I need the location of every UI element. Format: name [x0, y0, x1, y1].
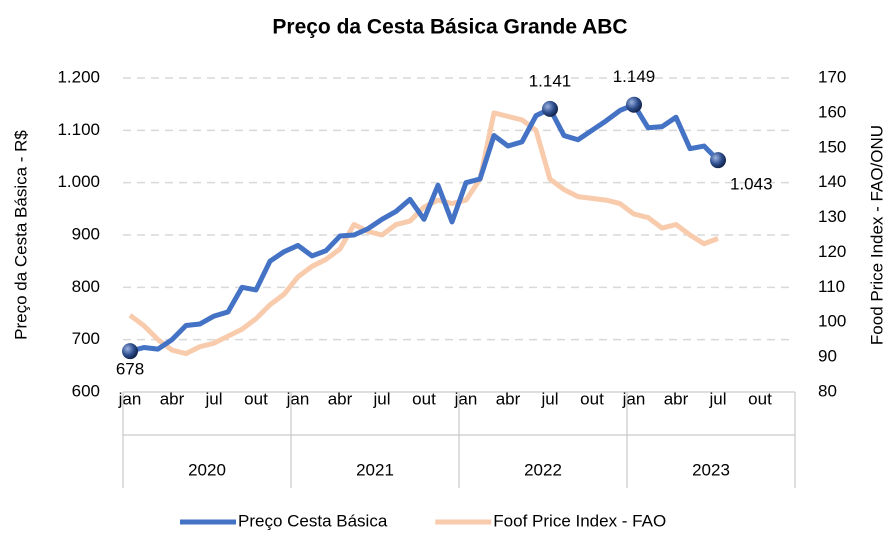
y-tick-label: 1.000: [57, 172, 100, 191]
data-marker: [710, 152, 726, 169]
x-tick-label: jul: [204, 389, 222, 408]
data-label: 1.149: [613, 67, 656, 86]
y2-axis-label: Food Price Index - FAO/ONU: [867, 125, 886, 345]
x-tick-label: abr: [328, 389, 353, 408]
data-label: 1.141: [529, 71, 572, 90]
x-tick-label: out: [244, 389, 268, 408]
y2-tick-label: 170: [818, 67, 846, 86]
x-tick-label: jan: [286, 389, 310, 408]
y2-tick-label: 120: [818, 242, 846, 261]
y-tick-label: 1.200: [57, 67, 100, 86]
x-tick-label: jul: [372, 389, 390, 408]
x-tick-label: jul: [708, 389, 726, 408]
x-tick-label: abr: [496, 389, 521, 408]
group-label: 2022: [524, 460, 562, 479]
x-tick-label: abr: [664, 389, 689, 408]
data-marker: [626, 96, 642, 113]
y-tick-label: 600: [72, 381, 100, 400]
y2-tick-label: 150: [818, 137, 846, 156]
group-label: 2021: [356, 460, 394, 479]
group-label: 2023: [692, 460, 730, 479]
series-line: [128, 110, 719, 357]
x-tick-label: out: [412, 389, 436, 408]
y2-tick-label: 160: [818, 102, 846, 121]
legend-label: Foof Price Index - FAO: [493, 511, 666, 530]
y2-tick-label: 110: [818, 277, 845, 296]
chart-title: Preço da Cesta Básica Grande ABC: [272, 16, 627, 39]
legend-label: Preço Cesta Básica: [238, 511, 388, 530]
x-tick-label: jul: [540, 389, 558, 408]
x-tick-label: jan: [454, 389, 478, 408]
x-tick-label: jan: [622, 389, 646, 408]
y-axis-label: Preço da Cesta Básica - R$: [11, 130, 30, 340]
x-tick-label: out: [580, 389, 604, 408]
y2-tick-label: 140: [818, 172, 846, 191]
y-tick-label: 800: [72, 277, 100, 296]
data-marker: [542, 100, 558, 117]
group-label: 2020: [188, 460, 226, 479]
y-tick-label: 700: [72, 329, 100, 348]
data-label: 678: [116, 360, 144, 379]
x-tick-label: abr: [160, 389, 185, 408]
data-marker: [122, 343, 138, 360]
series-line: [129, 102, 720, 354]
data-label: 1.043: [730, 175, 773, 194]
y-tick-label: 900: [72, 224, 100, 243]
y-tick-label: 1.100: [57, 120, 100, 139]
y2-tick-label: 90: [818, 347, 837, 366]
y2-tick-label: 100: [818, 312, 846, 331]
y2-tick-label: 80: [818, 381, 837, 400]
x-tick-label: jan: [118, 389, 142, 408]
x-tick-label: out: [748, 389, 772, 408]
y2-tick-label: 130: [818, 207, 846, 226]
